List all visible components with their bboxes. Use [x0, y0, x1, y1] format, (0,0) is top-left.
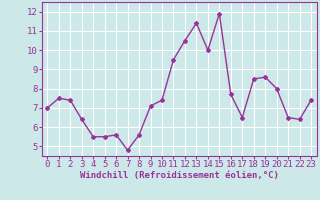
X-axis label: Windchill (Refroidissement éolien,°C): Windchill (Refroidissement éolien,°C) [80, 171, 279, 180]
